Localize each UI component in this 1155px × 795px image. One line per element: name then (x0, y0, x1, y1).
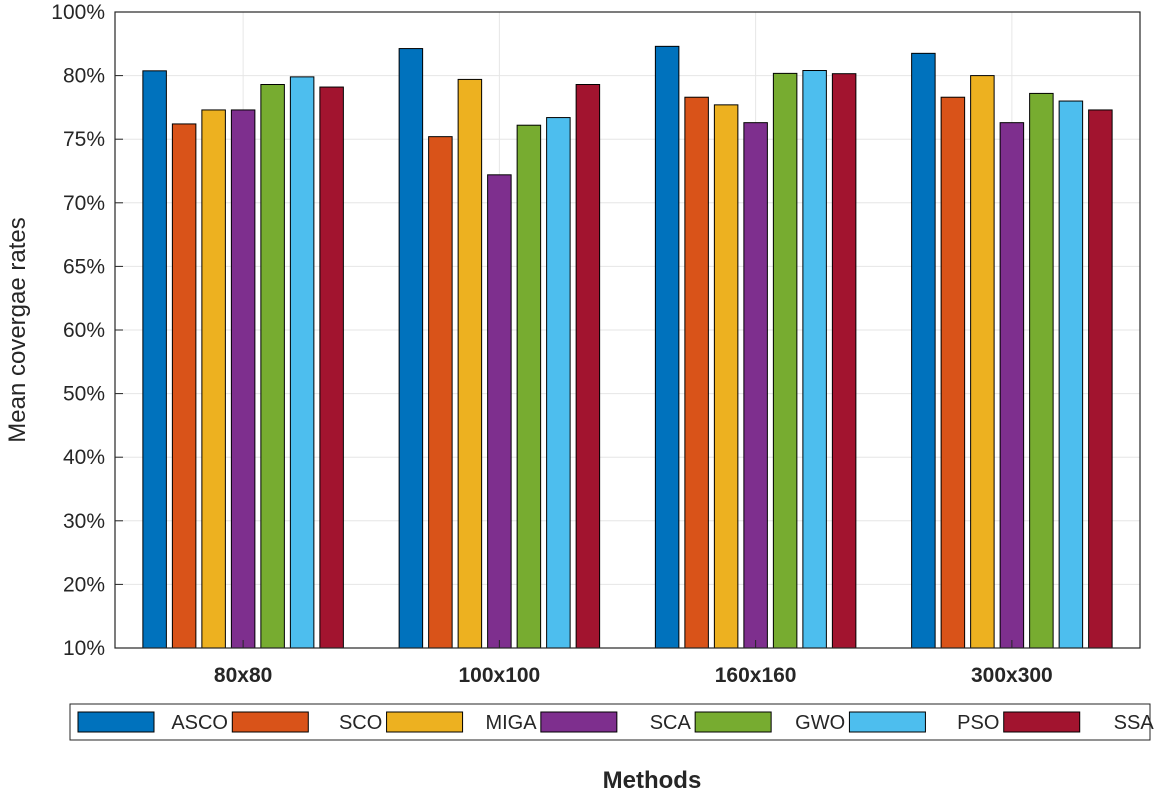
x-tick-label: 300x300 (971, 664, 1053, 687)
bar-ssa (575, 84, 601, 649)
y-tick-labels: 10% 20% 30% 40% 50% 60% 65% 70% 75% 80% 100% (51, 1, 123, 660)
x-axis-label: Methods (603, 767, 702, 794)
bars-group (142, 45, 1113, 649)
legend-swatch-sca (540, 711, 618, 733)
bar-sco (684, 96, 709, 649)
bar-sco (940, 96, 966, 649)
y-tick-label: 100% (51, 1, 105, 24)
x-tick-label: 100x100 (458, 664, 540, 687)
bar-pso (289, 76, 315, 649)
bar-asco (911, 52, 936, 649)
y-tick-label: 65% (63, 255, 105, 278)
legend-swatch-sco (231, 711, 309, 733)
y-tick-label: 60% (63, 319, 105, 342)
bar-ssa (1088, 109, 1113, 649)
y-axis-label: Mean covergae rates (4, 217, 31, 442)
bar-sca (487, 174, 512, 649)
legend-label-gwo: GWO (795, 712, 845, 734)
legend-label-sco: SCO (339, 712, 382, 734)
y-tick-label: 40% (63, 446, 105, 469)
x-tick-label: 80x80 (214, 664, 272, 687)
legend-label-pso: PSO (957, 712, 999, 734)
y-tick-label: 80% (63, 65, 105, 88)
legend-label-ssa: SSA (1114, 712, 1155, 734)
bar-sco (428, 136, 453, 649)
bar-asco (398, 48, 424, 649)
legend-swatch-asco (77, 711, 155, 733)
bar-sco (171, 123, 197, 649)
x-tick-label: 160x160 (715, 664, 797, 687)
y-tick-label: 70% (63, 192, 105, 215)
bar-miga (457, 78, 483, 649)
y-tick-label: 30% (63, 510, 105, 533)
bar-miga (201, 109, 226, 649)
bar-miga (713, 104, 739, 649)
legend-label-asco: ASCO (171, 712, 228, 734)
bar-gwo (772, 72, 798, 649)
bar-pso (1058, 100, 1084, 649)
bar-asco (142, 70, 167, 649)
bar-sca (999, 122, 1025, 649)
y-tick-label: 10% (63, 637, 105, 660)
bar-asco (654, 45, 680, 649)
y-tick-label: 50% (63, 383, 105, 406)
bar-sca (743, 122, 768, 649)
bar-gwo (516, 124, 542, 649)
legend-label-sca: SCA (650, 712, 692, 734)
y-tick-label: 20% (63, 573, 105, 596)
bar-gwo (260, 84, 285, 649)
legend-swatch-miga (386, 711, 464, 733)
bar-pso (546, 117, 571, 649)
bar-ssa (319, 86, 344, 649)
bar-pso (802, 70, 827, 649)
legend: ASCO SCO MIGA SCA GWO PSO SSA (69, 703, 1155, 741)
bar-sca (230, 109, 256, 649)
x-tick-labels: 80x80 100x100 160x160 300x300 (214, 640, 1053, 687)
y-tick-label: 75% (63, 128, 105, 151)
legend-swatch-ssa (1003, 711, 1081, 733)
legend-label-miga: MIGA (485, 712, 537, 734)
bar-gwo (1029, 92, 1054, 649)
legend-swatch-gwo (694, 711, 772, 733)
legend-swatch-pso (848, 711, 926, 733)
bar-ssa (831, 73, 857, 649)
bar-miga (970, 75, 995, 649)
